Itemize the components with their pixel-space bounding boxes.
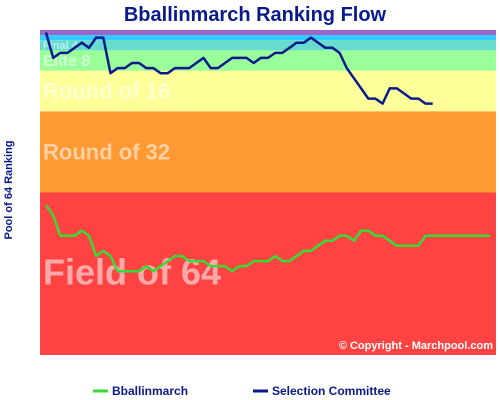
band-round-of-16	[40, 70, 496, 112]
band-label-elite-8: Elite 8	[43, 53, 90, 70]
ranking-bands	[40, 30, 496, 355]
band-round-2	[40, 35, 496, 41]
band-field-of-64	[40, 192, 496, 355]
y-axis-label: Pool of 64 Ranking	[3, 140, 15, 239]
band-round-of-32	[40, 111, 496, 193]
legend-label-bballinmarch: Bballinmarch	[112, 384, 188, 398]
series-line-bballinmarch	[44, 204, 490, 273]
band-label-round-of-16: Round of 16	[43, 79, 170, 104]
band-final-4	[40, 40, 496, 51]
legend-label-selection-committee: Selection Committee	[272, 384, 391, 398]
chart-title: Bballinmarch Ranking Flow	[124, 4, 387, 26]
copyright-note: © Copyright - Marchpool.com	[339, 340, 493, 352]
series-lines	[44, 32, 490, 273]
series-line-selection-committee	[44, 32, 433, 105]
legend: Bballinmarch Selection Committee	[93, 384, 391, 398]
band-elite-8	[40, 50, 496, 71]
band-champion	[40, 30, 496, 36]
band-label-round-of-32: Round of 32	[43, 140, 170, 165]
